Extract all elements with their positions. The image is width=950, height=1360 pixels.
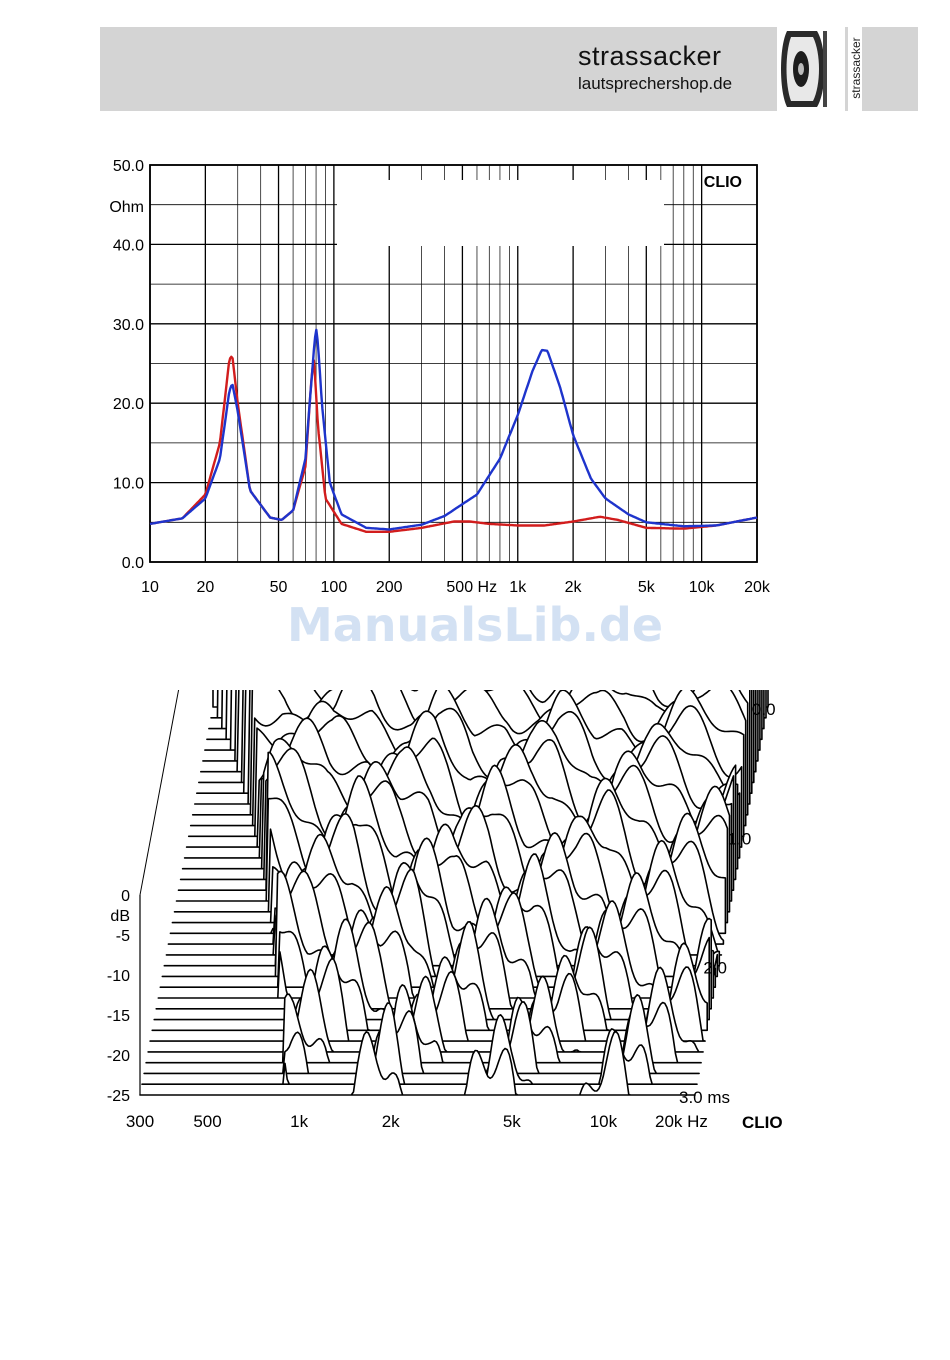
impedance-xtick-label: 20k: [744, 579, 771, 596]
waterfall-time-label: 3.0 ms: [679, 1088, 730, 1107]
impedance-xtick-label: 200: [376, 579, 403, 596]
impedance-series-1-line: [149, 355, 758, 533]
impedance-xtick-label: 1k: [509, 579, 527, 596]
waterfall-time-label: 1.0: [728, 829, 752, 848]
speaker-logo: [777, 27, 845, 111]
waterfall-xtick-label: 300: [126, 1112, 154, 1131]
impedance-ytick-label: 30.0: [113, 317, 144, 334]
waterfall-ztick-label: -25: [107, 1088, 130, 1105]
impedance-xtick-label: 5k: [638, 579, 656, 596]
impedance-ytick-label: 40.0: [113, 237, 144, 254]
waterfall-ztick-label: -20: [107, 1048, 130, 1065]
watermark: ManualsLib.de: [286, 598, 664, 652]
impedance-xtick-label: 500 Hz: [446, 579, 497, 596]
waterfall-xtick-label: 10k: [590, 1112, 618, 1131]
brand-vertical-text: strassacker: [848, 27, 863, 111]
impedance-frame: [149, 164, 758, 563]
impedance-xtick-label: 20: [196, 579, 214, 596]
waterfall-ztick-label: 0: [121, 888, 130, 905]
impedance-ytick-label: 20.0: [113, 396, 144, 413]
impedance-ytick-label: 10.0: [113, 476, 144, 493]
waterfall-ztick-label: -10: [107, 968, 130, 985]
impedance-y-axis-label: Ohm: [109, 199, 144, 216]
impedance-xtick-label: 2k: [565, 579, 583, 596]
impedance-xtick-label: 10: [141, 579, 159, 596]
impedance-series-2-line: [149, 328, 758, 531]
impedance-chart: 50.0 40.0 30.0 20.0 10.0 0.0 Ohm 10 20 50 100 200 50…: [109, 158, 771, 596]
waterfall-xtick-label: 2k: [382, 1112, 400, 1131]
waterfall-slice: [141, 1002, 698, 1085]
brand-name: strassacker: [578, 41, 722, 71]
waterfall-slices: [139, 690, 769, 1096]
waterfall-ztick-label: -15: [107, 1008, 130, 1025]
waterfall-xtick-label: 500: [193, 1112, 221, 1131]
impedance-ytick-label: 0.0: [122, 555, 144, 572]
impedance-grid: [149, 164, 758, 563]
waterfall-z-axis-label: dB: [110, 908, 130, 925]
waterfall-time-label: 0.0: [752, 700, 776, 719]
waterfall-time-label: 2.0: [703, 959, 727, 978]
waterfall-chart: 0 -5 -10 -15 -20 -25 dB 300 500 1k 2k 5k 10k 20k Hz 0.…: [107, 690, 783, 1132]
brand-header: strassacker lautsprechershop.de strassac…: [100, 27, 918, 111]
impedance-clio-badge: CLIO: [704, 174, 742, 191]
waterfall-depth-edge: [139, 690, 180, 896]
waterfall-slice: [139, 1030, 696, 1096]
impedance-xtick-label: 10k: [689, 579, 716, 596]
impedance-ytick-label: 50.0: [113, 158, 144, 175]
speaker-logo-icon: [781, 31, 827, 107]
waterfall-xtick-label: 5k: [503, 1112, 521, 1131]
waterfall-xtick-label: 1k: [290, 1112, 308, 1131]
waterfall-ztick-label: -5: [116, 928, 130, 945]
brand-url: lautsprechershop.de: [578, 74, 733, 93]
waterfall-clio-badge: CLIO: [742, 1113, 783, 1132]
waterfall-xtick-label: 20k Hz: [655, 1112, 708, 1131]
impedance-xtick-label: 50: [270, 579, 288, 596]
impedance-xtick-label: 100: [321, 579, 348, 596]
impedance-label-mask: [337, 180, 664, 246]
